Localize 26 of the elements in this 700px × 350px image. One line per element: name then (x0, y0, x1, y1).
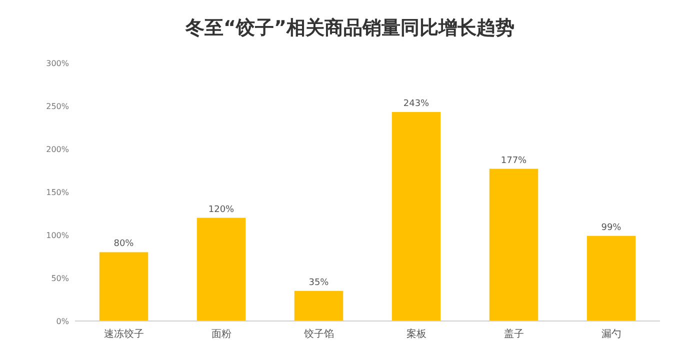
y-tick-label: 200% (46, 145, 70, 154)
bar (392, 112, 441, 321)
x-tick-label: 面粉 (211, 328, 232, 340)
y-tick-label: 50% (51, 274, 70, 283)
data-label: 120% (208, 204, 235, 215)
x-tick-label: 饺子馅 (302, 328, 334, 340)
x-tick-label: 速冻饺子 (104, 328, 144, 340)
x-tick-label: 盖子 (504, 328, 524, 340)
x-tick-label: 案板 (406, 328, 426, 340)
data-label: 35% (308, 278, 330, 288)
bar (294, 290, 344, 321)
data-label: 243% (403, 99, 430, 110)
bar (196, 218, 246, 321)
y-tick-label: 100% (46, 231, 70, 240)
y-tick-label: 150% (46, 188, 70, 197)
data-label: 99% (601, 222, 622, 233)
x-tick-label: 漏勺 (601, 328, 622, 340)
bar (586, 236, 636, 321)
data-label: 177% (500, 156, 528, 166)
y-tick-label: 0% (56, 317, 70, 326)
data-label: 80% (114, 239, 134, 250)
chart-title: 冬至“饺子”相关商品销量同比增长趋势 (184, 17, 514, 39)
bar (489, 168, 538, 321)
bar (99, 252, 148, 321)
y-tick-label: 300% (46, 59, 70, 68)
y-tick-label: 250% (46, 102, 70, 111)
